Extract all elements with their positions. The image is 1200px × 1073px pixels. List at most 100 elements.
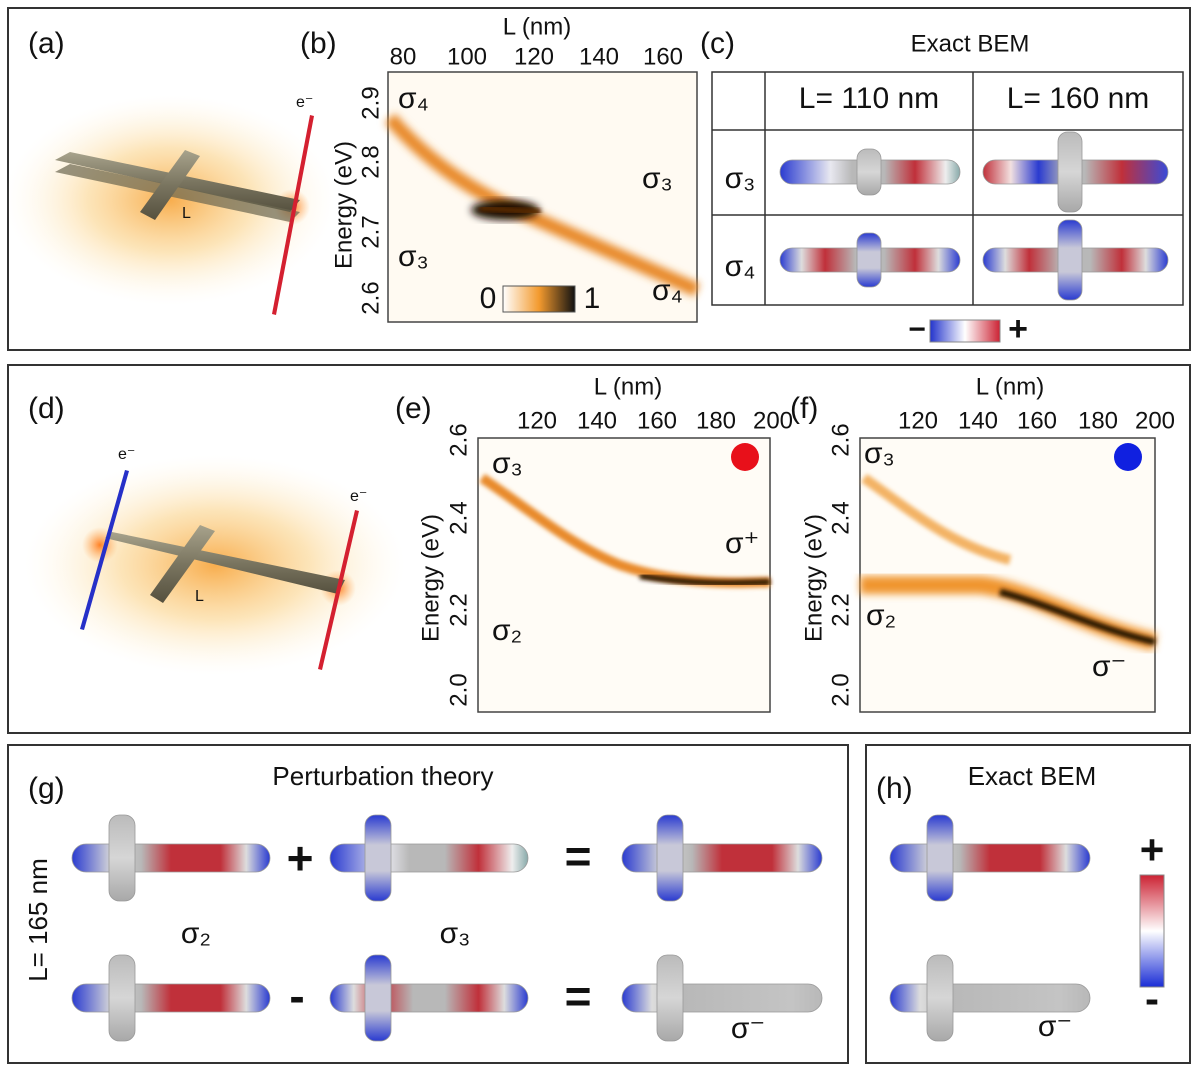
- x-tick-label: 180: [696, 407, 736, 434]
- mode-label: σ₃: [398, 240, 429, 273]
- panel-label: (b): [300, 27, 337, 60]
- panel-label: (h): [876, 772, 913, 805]
- rod-bar: [329, 983, 529, 1013]
- length-label: L: [182, 205, 191, 222]
- column-header: L= 160 nm: [1007, 82, 1150, 115]
- x-tick-label: 120: [514, 43, 554, 70]
- mode-label: σ₃: [440, 917, 471, 950]
- rod-cross: [656, 954, 684, 1042]
- colorbar-label: +: [1008, 310, 1028, 348]
- mode-label: σ⁻: [1038, 1010, 1072, 1043]
- mode-label: σ₄: [652, 274, 683, 307]
- side-label: L= 165 nm: [23, 858, 53, 982]
- x-tick-label: 180: [1078, 407, 1118, 434]
- column-header: L= 110 nm: [799, 82, 939, 115]
- panel-frame: [7, 364, 1191, 734]
- x-tick-label: 80: [390, 43, 417, 70]
- map-f: [859, 437, 1157, 713]
- mode-label: σ₂: [492, 614, 522, 647]
- y-tick-label: 2.0: [445, 673, 472, 706]
- y-tick-label: 2.8: [357, 145, 384, 178]
- rod-bar: [71, 983, 271, 1013]
- electron-label: e⁻: [350, 488, 367, 505]
- rod-bar: [329, 843, 529, 873]
- x-axis-label: L (nm): [594, 373, 662, 400]
- x-tick-label: 120: [898, 407, 938, 434]
- panel-label: (g): [28, 772, 65, 805]
- x-tick-label: 140: [577, 407, 617, 434]
- map-b: [384, 71, 700, 323]
- panel-frame: [7, 744, 849, 1064]
- y-tick-label: 2.2: [445, 593, 472, 626]
- y-tick-label: 2.6: [445, 423, 472, 456]
- colorbar-label: +: [1140, 826, 1165, 873]
- y-tick-label: 2.7: [357, 215, 384, 248]
- colorbar-label: −: [908, 313, 926, 346]
- y-tick-label: 2.4: [827, 501, 854, 534]
- x-tick-label: 200: [1135, 407, 1175, 434]
- electron-label: e⁻: [296, 94, 313, 111]
- map-e: [477, 437, 771, 713]
- rod-cross: [108, 954, 136, 1042]
- colorbar: [929, 319, 1001, 343]
- rod-bar: [889, 983, 1091, 1013]
- mode-label: σ₂: [181, 917, 211, 950]
- rod-cross: [1057, 131, 1083, 213]
- rod-cross: [1057, 219, 1083, 301]
- mode-label: σ₃: [642, 162, 673, 195]
- length-label: L: [195, 588, 204, 605]
- rod-bar: [889, 843, 1091, 873]
- rod-cross: [856, 232, 882, 288]
- rod-cross: [364, 954, 392, 1042]
- colorbar-label: -: [1145, 975, 1159, 1022]
- operator: =: [565, 970, 592, 1022]
- y-tick-label: 2.4: [445, 501, 472, 534]
- rod-cross: [926, 954, 954, 1042]
- panel-frame: [865, 744, 1191, 1064]
- x-tick-label: 140: [579, 43, 619, 70]
- rod-bar: [621, 843, 823, 873]
- panel-label: (f): [790, 392, 818, 425]
- rod-cross: [108, 814, 136, 902]
- table-c: [711, 71, 1184, 306]
- x-tick-label: 200: [753, 407, 793, 434]
- x-tick-label: 120: [517, 407, 557, 434]
- rod-cross: [364, 814, 392, 902]
- rod-bar: [71, 843, 271, 873]
- mode-label: σ₃: [492, 447, 523, 480]
- y-tick-label: 2.6: [827, 423, 854, 456]
- operator: =: [565, 830, 592, 882]
- x-tick-label: 160: [1017, 407, 1057, 434]
- mode-label: σ₄: [398, 82, 429, 115]
- mode-label: σ₂: [866, 599, 896, 632]
- x-tick-label: 100: [447, 43, 487, 70]
- y-tick-label: 2.2: [827, 593, 854, 626]
- colorbar: [502, 285, 576, 313]
- panel-label: (a): [28, 27, 65, 60]
- mode-label: σ₃: [864, 437, 895, 470]
- y-axis-label: Energy (eV): [800, 514, 827, 642]
- sketch-d: [25, 455, 405, 675]
- y-tick-label: 2.9: [357, 86, 384, 119]
- x-axis-label: L (nm): [503, 13, 571, 40]
- operator: -: [289, 970, 304, 1022]
- rod-cross: [926, 814, 954, 902]
- panel-title: Exact BEM: [911, 30, 1030, 57]
- colorbar: [1139, 874, 1165, 988]
- electron-label: e⁻: [118, 446, 135, 463]
- panel-label: (c): [700, 27, 735, 60]
- panel-title: Exact BEM: [968, 761, 1097, 791]
- x-tick-label: 140: [958, 407, 998, 434]
- sketch-a: [5, 95, 335, 315]
- mode-label: σ⁺: [725, 527, 759, 560]
- y-tick-label: 2.0: [827, 673, 854, 706]
- rod-cross: [856, 148, 882, 196]
- y-tick-label: 2.6: [357, 281, 384, 314]
- colorbar-label: 0: [480, 282, 497, 315]
- row-header: σ₃: [725, 162, 756, 195]
- panel-label: (e): [395, 392, 432, 425]
- panel-title: Perturbation theory: [272, 761, 493, 791]
- mode-label: σ⁻: [1092, 650, 1126, 683]
